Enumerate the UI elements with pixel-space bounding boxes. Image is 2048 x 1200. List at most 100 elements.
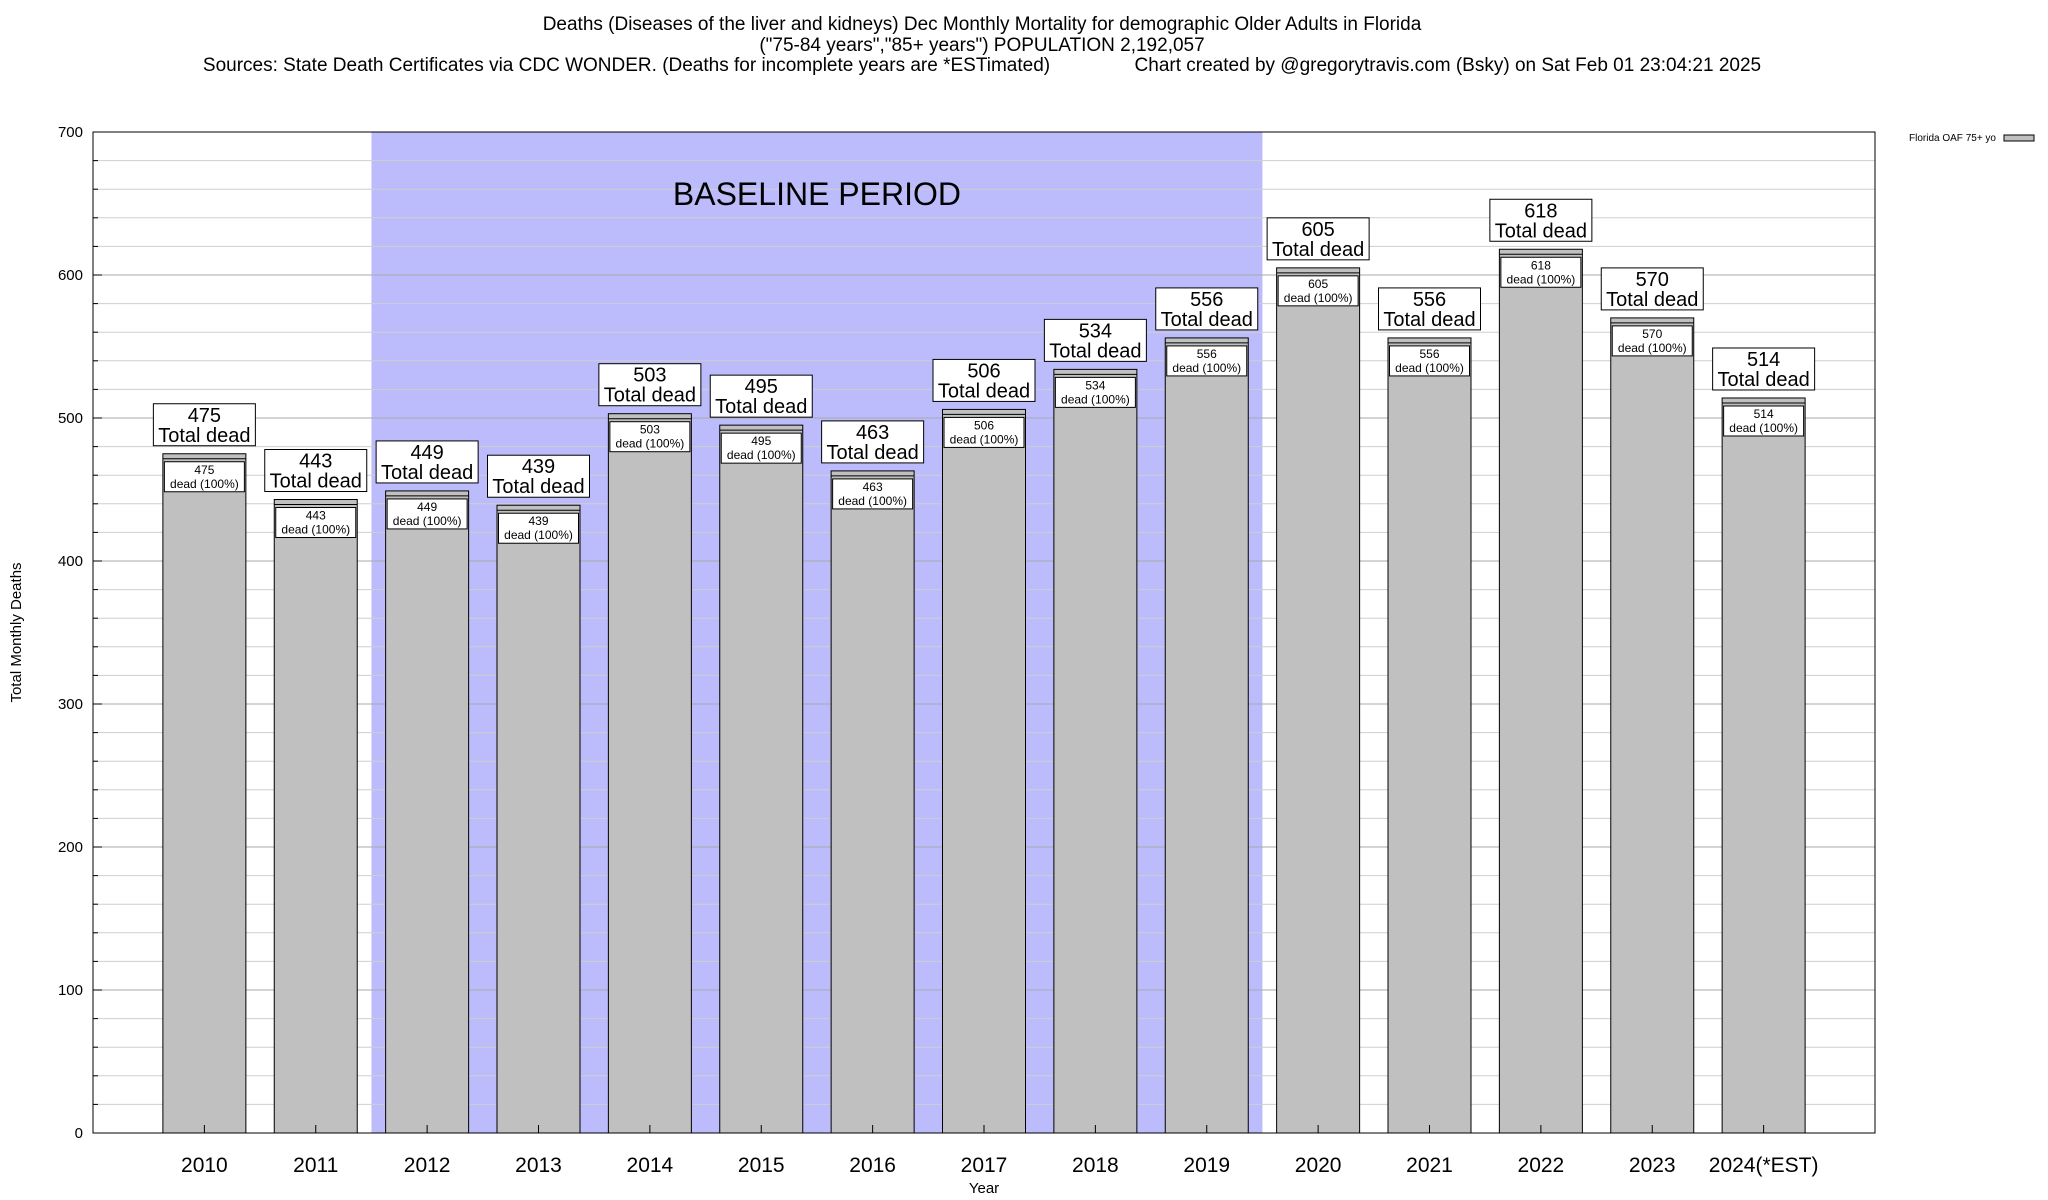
bar bbox=[1053, 368, 1138, 1134]
total-label-value: 506 bbox=[967, 360, 1000, 382]
inner-label-value: 506 bbox=[974, 418, 994, 432]
bar bbox=[1276, 267, 1361, 1134]
bar bbox=[385, 490, 470, 1134]
total-label-text: Total dead bbox=[492, 476, 584, 498]
x-axis-title: Year bbox=[969, 1180, 999, 1197]
inner-label-text: dead (100%) bbox=[838, 494, 907, 508]
y-tick-label: 200 bbox=[58, 839, 83, 856]
total-label-box bbox=[1378, 287, 1481, 331]
y-tick-label: 300 bbox=[58, 696, 83, 713]
total-label-value: 463 bbox=[856, 422, 889, 444]
total-label-text: Total dead bbox=[270, 471, 362, 493]
total-label-box bbox=[1489, 198, 1593, 242]
bar bbox=[830, 470, 915, 1134]
inner-label-text: dead (100%) bbox=[1061, 392, 1130, 406]
x-tick-label: 2016 bbox=[849, 1154, 896, 1177]
inner-label-text: dead (100%) bbox=[950, 432, 1019, 446]
total-label-value: 570 bbox=[1636, 269, 1669, 291]
total-label-value: 514 bbox=[1747, 349, 1780, 371]
y-axis-ticks: 0 100 200 300 400 500 600 700 bbox=[58, 124, 102, 1142]
total-label-value: 503 bbox=[633, 365, 666, 387]
total-label-value: 556 bbox=[1413, 289, 1446, 311]
inner-label-box bbox=[275, 507, 357, 539]
x-axis-ticks: 2010 2011 2012 2013 2014 2015 2016 2017 2018 2019… bbox=[181, 1125, 1818, 1177]
x-tick-label: 2010 bbox=[181, 1154, 228, 1177]
inner-label-value: 605 bbox=[1308, 277, 1328, 291]
x-tick-label: 2011 bbox=[293, 1154, 338, 1177]
inner-label-box bbox=[1500, 256, 1582, 288]
inner-label-value: 449 bbox=[417, 500, 437, 514]
bar bbox=[496, 504, 581, 1134]
inner-label-box bbox=[163, 461, 245, 493]
inner-label-text: dead (100%) bbox=[1618, 341, 1687, 355]
y-tick-label: 0 bbox=[75, 1125, 83, 1142]
total-label-box bbox=[1043, 318, 1147, 362]
inner-label-box bbox=[943, 416, 1025, 448]
y-tick-label: 700 bbox=[58, 124, 83, 141]
total-label-text: Total dead bbox=[1272, 239, 1364, 261]
x-tick-label: 2021 bbox=[1406, 1154, 1453, 1177]
total-label-text: Total dead bbox=[938, 380, 1030, 402]
y-tick-label: 400 bbox=[58, 553, 83, 570]
total-label-value: 443 bbox=[299, 451, 332, 473]
inner-label-box bbox=[1723, 405, 1805, 437]
inner-label-box bbox=[1389, 345, 1470, 377]
inner-label-value: 514 bbox=[1754, 407, 1774, 421]
total-label-text: Total dead bbox=[604, 385, 696, 407]
total-label-box bbox=[264, 449, 368, 493]
inner-label-text: dead (100%) bbox=[1284, 291, 1353, 305]
inner-label-text: dead (100%) bbox=[1729, 421, 1798, 435]
inner-label-text: dead (100%) bbox=[393, 514, 462, 528]
inner-label-value: 495 bbox=[751, 434, 771, 448]
x-tick-label: 2018 bbox=[1072, 1154, 1119, 1177]
inner-label-box bbox=[832, 478, 914, 510]
bar bbox=[1721, 397, 1806, 1134]
bar bbox=[1610, 317, 1695, 1134]
inner-label-text: dead (100%) bbox=[504, 528, 573, 542]
x-tick-label: 2017 bbox=[961, 1154, 1008, 1177]
inner-label-box bbox=[1611, 325, 1693, 357]
total-label-box bbox=[1155, 287, 1259, 331]
legend-swatch bbox=[2003, 134, 2035, 142]
legend-label: Florida OAF 75+ yo bbox=[1909, 133, 1996, 144]
bars bbox=[162, 248, 1806, 1134]
legend: Florida OAF 75+ yo bbox=[1909, 133, 2035, 144]
inner-label-text: dead (100%) bbox=[1395, 361, 1464, 375]
x-tick-label: 2012 bbox=[404, 1154, 451, 1177]
total-label-text: Total dead bbox=[1049, 340, 1141, 362]
bar bbox=[719, 424, 804, 1134]
inner-label-text: dead (100%) bbox=[1507, 272, 1576, 286]
x-tick-label: 2014 bbox=[627, 1154, 674, 1177]
inner-label-value: 618 bbox=[1531, 258, 1551, 272]
total-label-value: 534 bbox=[1079, 320, 1112, 342]
bar bbox=[607, 413, 692, 1134]
x-tick-label: 2024(*EST) bbox=[1709, 1154, 1819, 1177]
inner-label-box bbox=[386, 498, 468, 530]
total-label-value: 556 bbox=[1190, 289, 1223, 311]
inner-label-value: 534 bbox=[1085, 378, 1105, 392]
inner-label-value: 570 bbox=[1642, 327, 1662, 341]
bar bbox=[1498, 248, 1583, 1134]
total-label-text: Total dead bbox=[715, 396, 807, 418]
bar bbox=[162, 453, 247, 1134]
bar bbox=[1164, 337, 1249, 1134]
x-tick-label: 2020 bbox=[1295, 1154, 1342, 1177]
total-label-box bbox=[487, 454, 590, 498]
inner-label-text: dead (100%) bbox=[616, 437, 685, 451]
total-label-box bbox=[598, 363, 702, 407]
total-label-text: Total dead bbox=[381, 462, 473, 484]
total-label-text: Total dead bbox=[1161, 309, 1253, 331]
total-label-text: Total dead bbox=[158, 425, 250, 447]
total-label-box bbox=[1266, 217, 1370, 261]
total-label-box bbox=[709, 374, 813, 418]
inner-label-value: 463 bbox=[863, 480, 883, 494]
total-label-value: 475 bbox=[188, 405, 221, 427]
y-tick-label: 600 bbox=[58, 267, 83, 284]
baseline-band-label: BASELINE PERIOD bbox=[673, 176, 961, 212]
inner-label-text: dead (100%) bbox=[727, 448, 796, 462]
inner-label-box bbox=[720, 432, 802, 464]
y-tick-label: 500 bbox=[58, 410, 83, 427]
chart-title-line-2: ("75-84 years","85+ years") POPULATION 2… bbox=[759, 35, 1204, 56]
inner-label-value: 556 bbox=[1197, 347, 1217, 361]
